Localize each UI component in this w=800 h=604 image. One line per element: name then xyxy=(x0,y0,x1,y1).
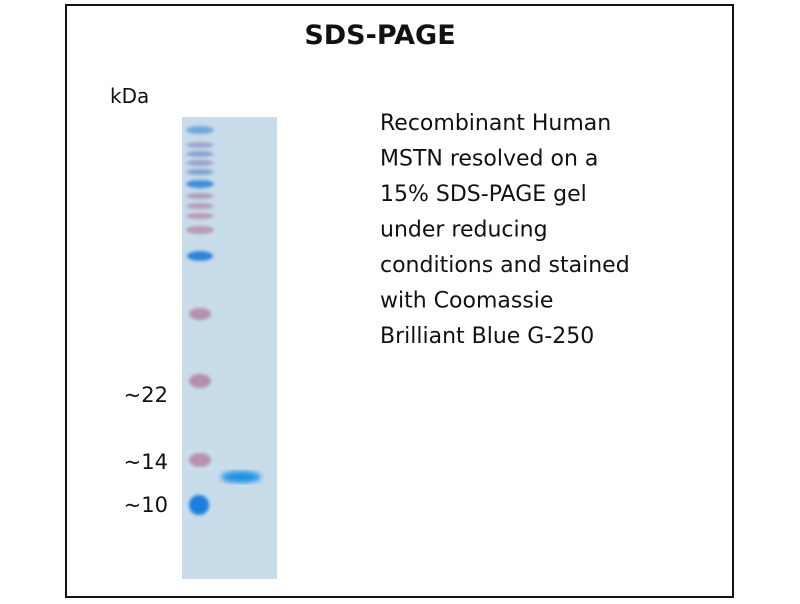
sample-band xyxy=(221,471,261,483)
description-line: Recombinant Human xyxy=(380,111,611,136)
description-line: under reducing xyxy=(380,218,548,243)
description-line: conditions and stained xyxy=(380,253,630,278)
marker-label: ~22 xyxy=(124,383,168,407)
gel xyxy=(182,117,277,579)
unit-label: kDa xyxy=(110,84,149,108)
description: Recombinant Human MSTN resolved on a 15% S… xyxy=(380,111,630,349)
frame xyxy=(65,4,734,598)
marker-labels: ~22 ~14 ~10 xyxy=(124,383,168,517)
marker-label: ~10 xyxy=(124,493,168,517)
description-line: MSTN resolved on a xyxy=(380,147,598,172)
ladder xyxy=(186,126,214,515)
description-line: 15% SDS-PAGE gel xyxy=(380,182,587,207)
marker-label: ~14 xyxy=(124,450,168,474)
description-line: Brilliant Blue G-250 xyxy=(380,324,594,349)
title: SDS-PAGE xyxy=(304,20,455,51)
description-line: with Coomassie xyxy=(380,289,553,314)
